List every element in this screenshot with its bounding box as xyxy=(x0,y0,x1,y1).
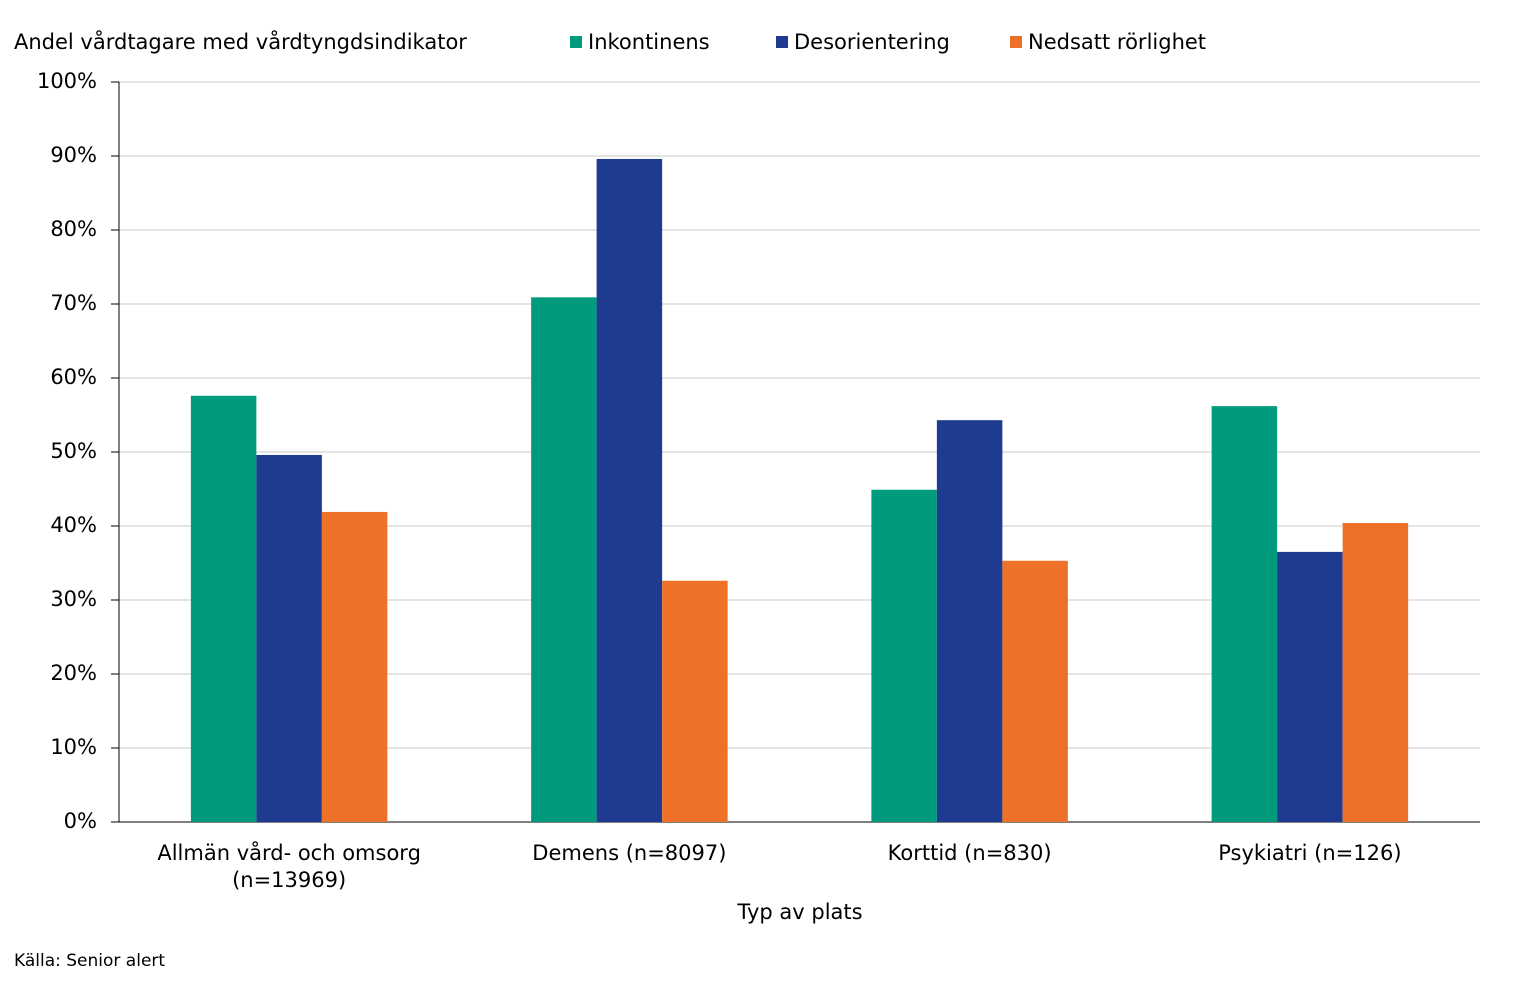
legend-label: Inkontinens xyxy=(588,30,710,54)
legend-label: Desorientering xyxy=(794,30,950,54)
y-tick-label: 50% xyxy=(50,439,97,463)
x-axis-title: Typ av plats xyxy=(736,900,862,924)
y-tick-label: 0% xyxy=(64,809,97,833)
y-tick-label: 30% xyxy=(50,587,97,611)
x-tick-label: Korttid (n=830) xyxy=(887,841,1052,865)
legend-label: Nedsatt rörlighet xyxy=(1028,30,1206,54)
bar xyxy=(936,420,1003,822)
y-tick-label: 80% xyxy=(50,217,97,241)
x-tick-label: Demens (n=8097) xyxy=(532,841,727,865)
bar xyxy=(531,297,597,823)
y-tick-label: 70% xyxy=(50,291,97,315)
bar xyxy=(1002,560,1068,822)
y-tick-label: 60% xyxy=(50,365,97,389)
source: Källa: Senior alert xyxy=(14,951,165,971)
y-tick-label: 10% xyxy=(50,735,97,759)
bar xyxy=(1277,551,1343,822)
x-tick-label: Psykiatri (n=126) xyxy=(1218,841,1402,865)
legend-swatch xyxy=(570,36,582,48)
y-tick-label: 100% xyxy=(37,69,97,93)
bar xyxy=(596,158,663,822)
y-tick-label: 20% xyxy=(50,661,97,685)
bar xyxy=(321,511,388,822)
y-tick-label: 40% xyxy=(50,513,97,537)
bar xyxy=(871,489,937,822)
bar xyxy=(1342,523,1409,822)
y-tick-label: 90% xyxy=(50,143,97,167)
bar xyxy=(190,395,257,822)
chart-title: Andel vårdtagare med vårdtyngdsindikator xyxy=(14,29,467,54)
legend-swatch xyxy=(776,36,788,48)
bar xyxy=(662,580,728,822)
x-tick-label: Allmän vård- och omsorg (n=13969) xyxy=(157,841,421,892)
bar xyxy=(1211,406,1278,822)
legend-swatch xyxy=(1010,36,1022,48)
bar xyxy=(256,454,322,822)
